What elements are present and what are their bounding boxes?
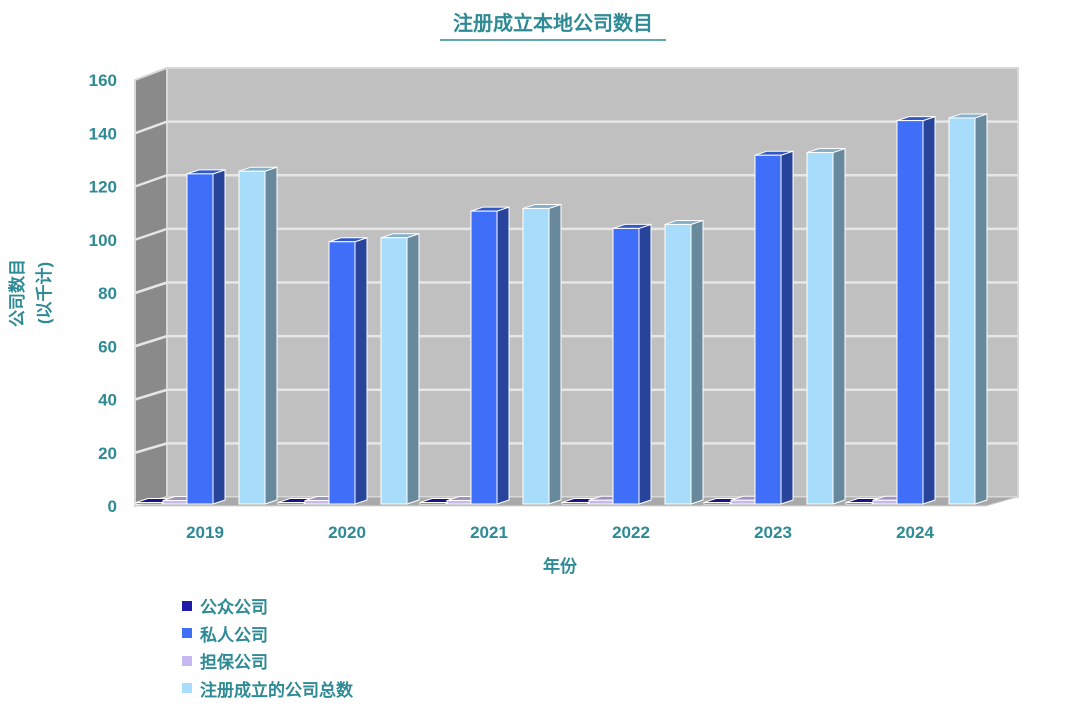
gridline-side xyxy=(134,174,168,188)
chart-title: 注册成立本地公司数目 xyxy=(453,11,653,35)
bar-front xyxy=(703,502,731,505)
bar xyxy=(948,113,988,505)
y-tick-label: 120 xyxy=(89,178,117,197)
bar-front xyxy=(470,210,498,505)
y-tick-label: 0 xyxy=(108,497,117,516)
gridline-side xyxy=(134,334,168,348)
bar-front xyxy=(162,500,190,505)
bar-side xyxy=(264,166,278,505)
x-tick-label: 2019 xyxy=(186,523,224,542)
bar-front xyxy=(754,154,782,505)
x-tick-label: 2023 xyxy=(754,523,792,542)
bar-side xyxy=(780,150,794,505)
x-tick-label: 2020 xyxy=(328,523,366,542)
bar xyxy=(896,115,936,505)
bar xyxy=(380,233,420,505)
bar-front xyxy=(806,152,834,505)
x-tick-label: 2024 xyxy=(896,523,934,542)
legend-label: 注册成立的公司总数 xyxy=(200,680,353,700)
gridline-side xyxy=(134,442,168,454)
bar-side xyxy=(548,203,562,505)
bar-front xyxy=(561,502,589,505)
gridline-side xyxy=(134,281,168,295)
bar-front xyxy=(238,170,266,505)
bar-front xyxy=(845,502,873,505)
legend-item: 担保公司 xyxy=(182,647,353,675)
bar-front xyxy=(135,502,163,505)
bar-side xyxy=(212,169,226,505)
bar-side xyxy=(638,223,652,505)
bar-front xyxy=(446,500,474,505)
y-tick-label: 80 xyxy=(98,284,117,303)
y-tick-label: 100 xyxy=(89,231,117,250)
legend-swatch xyxy=(182,655,192,666)
bar-front xyxy=(186,173,214,505)
bar-side xyxy=(974,113,988,505)
legend: 公众公司私人公司担保公司注册成立的公司总数 xyxy=(182,592,353,702)
x-tick-label: 2021 xyxy=(470,523,508,542)
legend-swatch xyxy=(182,628,192,639)
legend-swatch xyxy=(182,600,192,611)
legend-label: 担保公司 xyxy=(200,653,268,673)
bar-front xyxy=(588,499,616,505)
bar-front xyxy=(730,499,758,505)
legend-item: 公众公司 xyxy=(182,592,353,620)
y-tick-label: 20 xyxy=(98,444,117,463)
bar xyxy=(806,147,846,505)
y-tick-label: 40 xyxy=(98,391,117,410)
bar-front xyxy=(948,117,976,505)
bar xyxy=(238,166,278,505)
bar-side xyxy=(690,219,704,505)
bar xyxy=(328,237,368,505)
legend-item: 注册成立的公司总数 xyxy=(182,675,353,703)
x-tick-label: 2022 xyxy=(612,523,650,542)
bar-side xyxy=(406,233,420,505)
bar xyxy=(612,223,652,505)
bar xyxy=(522,203,562,505)
bar-front xyxy=(872,499,900,505)
bar-front xyxy=(664,223,692,505)
bar-front xyxy=(896,120,924,505)
gridline-side xyxy=(134,388,168,401)
bar xyxy=(186,169,226,505)
x-tick-labels: 2019 2020 2021 2022 2023 2024 xyxy=(186,523,934,542)
bar-side xyxy=(832,147,846,505)
legend-label: 私人公司 xyxy=(200,625,268,645)
y-axis-unit: (以千计) xyxy=(34,262,54,324)
y-axis-label: 公司数目 xyxy=(7,259,27,327)
y-tick-label: 140 xyxy=(89,124,117,143)
bar xyxy=(664,219,704,505)
bar-front xyxy=(328,241,356,505)
bar-front xyxy=(419,502,447,505)
legend-label: 公众公司 xyxy=(200,598,268,618)
gridlines xyxy=(134,120,1018,454)
bar xyxy=(470,206,510,505)
bars xyxy=(135,113,988,505)
bar-front xyxy=(277,502,305,505)
bar-front xyxy=(522,207,550,505)
gridline-side xyxy=(134,120,168,135)
bar-side xyxy=(922,115,936,505)
bar-front xyxy=(304,500,332,505)
bar-side xyxy=(354,237,368,505)
bar-front xyxy=(380,237,408,505)
y-tick-labels: 0 20 40 60 80 100 120 140 160 xyxy=(89,71,117,516)
gridline-side xyxy=(134,227,168,241)
y-tick-label: 160 xyxy=(89,71,117,90)
bar xyxy=(754,150,794,505)
legend-item: 私人公司 xyxy=(182,620,353,648)
legend-swatch xyxy=(182,683,192,694)
bar-front xyxy=(612,227,640,505)
y-tick-label: 60 xyxy=(98,337,117,356)
x-axis-label: 年份 xyxy=(543,556,578,576)
bar-side xyxy=(496,206,510,505)
